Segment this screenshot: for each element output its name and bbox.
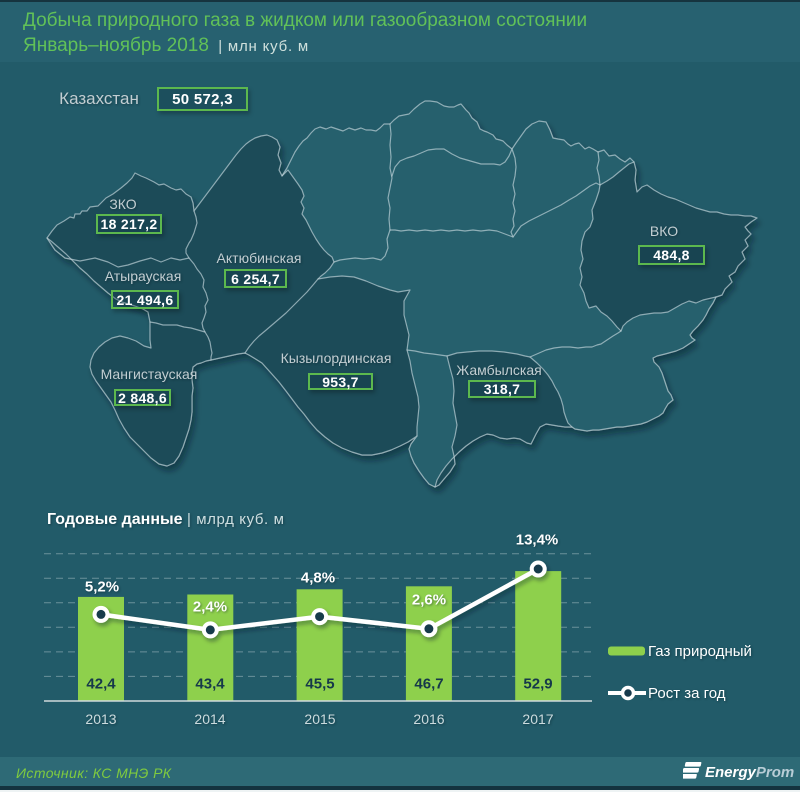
svg-text:EnergyProm: EnergyProm xyxy=(705,764,794,781)
